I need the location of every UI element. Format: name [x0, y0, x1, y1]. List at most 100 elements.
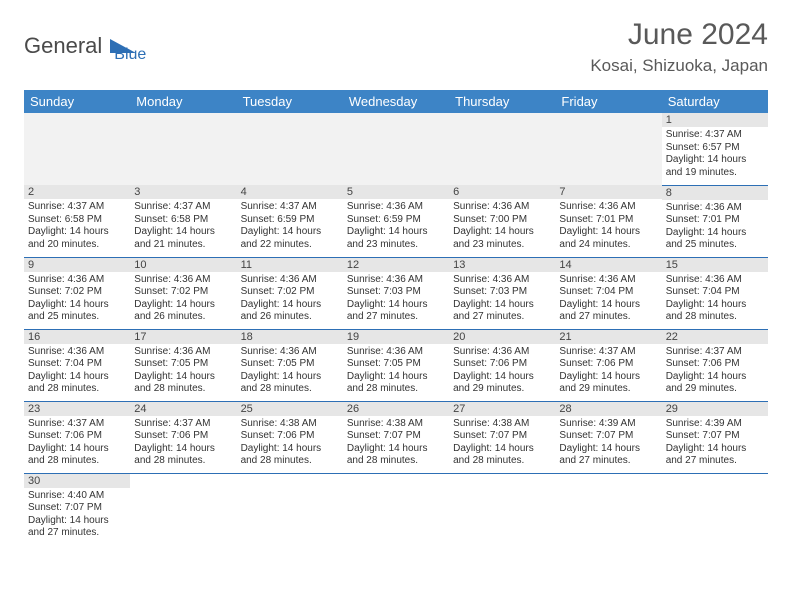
day-number: 10	[130, 258, 236, 272]
day-details: Sunrise: 4:36 AMSunset: 7:02 PMDaylight:…	[237, 272, 343, 326]
calendar-cell: 11Sunrise: 4:36 AMSunset: 7:02 PMDayligh…	[237, 257, 343, 329]
day-details: Sunrise: 4:37 AMSunset: 7:06 PMDaylight:…	[662, 344, 768, 398]
calendar-cell: 13Sunrise: 4:36 AMSunset: 7:03 PMDayligh…	[449, 257, 555, 329]
calendar-cell: 28Sunrise: 4:39 AMSunset: 7:07 PMDayligh…	[555, 401, 661, 473]
day-number: 24	[130, 402, 236, 416]
day-number: 4	[237, 185, 343, 199]
day-number: 19	[343, 330, 449, 344]
weekday-header: Thursday	[449, 90, 555, 113]
day-details: Sunrise: 4:36 AMSunset: 7:01 PMDaylight:…	[662, 200, 768, 254]
day-details: Sunrise: 4:36 AMSunset: 7:00 PMDaylight:…	[449, 199, 555, 253]
calendar-week-row: 9Sunrise: 4:36 AMSunset: 7:02 PMDaylight…	[24, 257, 768, 329]
calendar-cell: 8Sunrise: 4:36 AMSunset: 7:01 PMDaylight…	[662, 185, 768, 257]
day-details: Sunrise: 4:36 AMSunset: 7:03 PMDaylight:…	[343, 272, 449, 326]
day-number: 6	[449, 185, 555, 199]
day-number: 15	[662, 258, 768, 272]
calendar-cell: 19Sunrise: 4:36 AMSunset: 7:05 PMDayligh…	[343, 329, 449, 401]
brand-logo: General Blue	[24, 28, 146, 64]
calendar-cell: 3Sunrise: 4:37 AMSunset: 6:58 PMDaylight…	[130, 185, 236, 257]
calendar-cell: 4Sunrise: 4:37 AMSunset: 6:59 PMDaylight…	[237, 185, 343, 257]
day-details: Sunrise: 4:36 AMSunset: 7:05 PMDaylight:…	[130, 344, 236, 398]
calendar-cell: 15Sunrise: 4:36 AMSunset: 7:04 PMDayligh…	[662, 257, 768, 329]
weekday-header: Saturday	[662, 90, 768, 113]
day-details: Sunrise: 4:39 AMSunset: 7:07 PMDaylight:…	[662, 416, 768, 470]
day-details: Sunrise: 4:37 AMSunset: 7:06 PMDaylight:…	[555, 344, 661, 398]
day-number: 21	[555, 330, 661, 344]
calendar-cell	[555, 473, 661, 545]
calendar-cell	[237, 473, 343, 545]
day-number: 5	[343, 185, 449, 199]
calendar-week-row: 30Sunrise: 4:40 AMSunset: 7:07 PMDayligh…	[24, 473, 768, 545]
day-details: Sunrise: 4:38 AMSunset: 7:07 PMDaylight:…	[449, 416, 555, 470]
day-number: 7	[555, 185, 661, 199]
day-number: 8	[662, 186, 768, 200]
calendar-cell: 5Sunrise: 4:36 AMSunset: 6:59 PMDaylight…	[343, 185, 449, 257]
day-details: Sunrise: 4:36 AMSunset: 7:04 PMDaylight:…	[662, 272, 768, 326]
day-details: Sunrise: 4:40 AMSunset: 7:07 PMDaylight:…	[24, 488, 130, 542]
calendar-cell	[343, 113, 449, 185]
day-number: 30	[24, 474, 130, 488]
day-number: 16	[24, 330, 130, 344]
calendar-cell: 25Sunrise: 4:38 AMSunset: 7:06 PMDayligh…	[237, 401, 343, 473]
day-details: Sunrise: 4:36 AMSunset: 7:03 PMDaylight:…	[449, 272, 555, 326]
day-number: 3	[130, 185, 236, 199]
calendar-cell	[343, 473, 449, 545]
day-number: 17	[130, 330, 236, 344]
day-number: 26	[343, 402, 449, 416]
calendar-cell: 20Sunrise: 4:36 AMSunset: 7:06 PMDayligh…	[449, 329, 555, 401]
calendar-cell: 6Sunrise: 4:36 AMSunset: 7:00 PMDaylight…	[449, 185, 555, 257]
calendar-cell	[449, 473, 555, 545]
calendar-cell: 27Sunrise: 4:38 AMSunset: 7:07 PMDayligh…	[449, 401, 555, 473]
day-number: 29	[662, 402, 768, 416]
location-label: Kosai, Shizuoka, Japan	[590, 56, 768, 76]
calendar-cell: 16Sunrise: 4:36 AMSunset: 7:04 PMDayligh…	[24, 329, 130, 401]
day-details: Sunrise: 4:36 AMSunset: 6:59 PMDaylight:…	[343, 199, 449, 253]
calendar-cell: 12Sunrise: 4:36 AMSunset: 7:03 PMDayligh…	[343, 257, 449, 329]
calendar-table: SundayMondayTuesdayWednesdayThursdayFrid…	[24, 90, 768, 545]
day-details: Sunrise: 4:36 AMSunset: 7:06 PMDaylight:…	[449, 344, 555, 398]
day-number: 23	[24, 402, 130, 416]
calendar-cell: 14Sunrise: 4:36 AMSunset: 7:04 PMDayligh…	[555, 257, 661, 329]
calendar-cell	[130, 113, 236, 185]
brand-text-1: General	[24, 33, 102, 59]
calendar-cell: 2Sunrise: 4:37 AMSunset: 6:58 PMDaylight…	[24, 185, 130, 257]
day-details: Sunrise: 4:38 AMSunset: 7:06 PMDaylight:…	[237, 416, 343, 470]
weekday-header-row: SundayMondayTuesdayWednesdayThursdayFrid…	[24, 90, 768, 113]
page-header: General Blue June 2024 Kosai, Shizuoka, …	[24, 18, 768, 76]
day-number: 20	[449, 330, 555, 344]
day-details: Sunrise: 4:36 AMSunset: 7:01 PMDaylight:…	[555, 199, 661, 253]
day-details: Sunrise: 4:36 AMSunset: 7:02 PMDaylight:…	[24, 272, 130, 326]
day-details: Sunrise: 4:39 AMSunset: 7:07 PMDaylight:…	[555, 416, 661, 470]
day-number: 18	[237, 330, 343, 344]
calendar-week-row: 1Sunrise: 4:37 AMSunset: 6:57 PMDaylight…	[24, 113, 768, 185]
calendar-cell	[237, 113, 343, 185]
day-number: 28	[555, 402, 661, 416]
calendar-cell: 24Sunrise: 4:37 AMSunset: 7:06 PMDayligh…	[130, 401, 236, 473]
calendar-cell: 21Sunrise: 4:37 AMSunset: 7:06 PMDayligh…	[555, 329, 661, 401]
brand-text-2: Blue	[114, 46, 146, 64]
title-block: June 2024 Kosai, Shizuoka, Japan	[590, 18, 768, 76]
day-number: 14	[555, 258, 661, 272]
day-number: 13	[449, 258, 555, 272]
calendar-cell: 22Sunrise: 4:37 AMSunset: 7:06 PMDayligh…	[662, 329, 768, 401]
day-details: Sunrise: 4:36 AMSunset: 7:02 PMDaylight:…	[130, 272, 236, 326]
calendar-cell: 10Sunrise: 4:36 AMSunset: 7:02 PMDayligh…	[130, 257, 236, 329]
day-details: Sunrise: 4:36 AMSunset: 7:05 PMDaylight:…	[237, 344, 343, 398]
day-number: 1	[662, 113, 768, 127]
calendar-cell: 18Sunrise: 4:36 AMSunset: 7:05 PMDayligh…	[237, 329, 343, 401]
day-details: Sunrise: 4:38 AMSunset: 7:07 PMDaylight:…	[343, 416, 449, 470]
calendar-cell: 26Sunrise: 4:38 AMSunset: 7:07 PMDayligh…	[343, 401, 449, 473]
calendar-cell: 30Sunrise: 4:40 AMSunset: 7:07 PMDayligh…	[24, 473, 130, 545]
day-details: Sunrise: 4:36 AMSunset: 7:04 PMDaylight:…	[24, 344, 130, 398]
calendar-cell	[662, 473, 768, 545]
calendar-cell	[24, 113, 130, 185]
calendar-cell: 23Sunrise: 4:37 AMSunset: 7:06 PMDayligh…	[24, 401, 130, 473]
day-details: Sunrise: 4:37 AMSunset: 7:06 PMDaylight:…	[130, 416, 236, 470]
day-number: 2	[24, 185, 130, 199]
day-details: Sunrise: 4:37 AMSunset: 6:58 PMDaylight:…	[130, 199, 236, 253]
day-details: Sunrise: 4:37 AMSunset: 6:58 PMDaylight:…	[24, 199, 130, 253]
calendar-cell	[449, 113, 555, 185]
month-title: June 2024	[590, 18, 768, 52]
day-number: 22	[662, 330, 768, 344]
day-details: Sunrise: 4:37 AMSunset: 6:59 PMDaylight:…	[237, 199, 343, 253]
